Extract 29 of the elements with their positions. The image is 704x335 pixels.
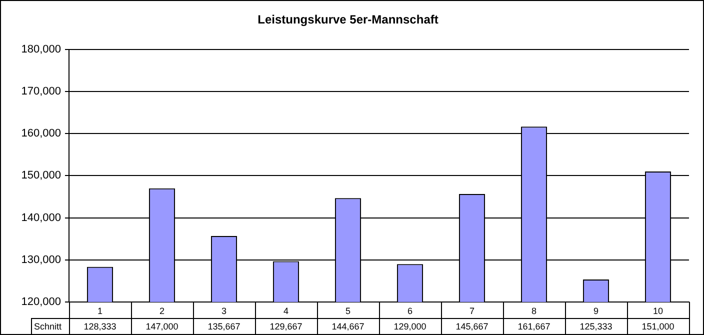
data-label: 129,667: [270, 321, 302, 332]
data-label: 135,667: [208, 321, 240, 332]
x-tick-label: 6: [407, 306, 413, 316]
y-tick-label: 140,000: [21, 212, 61, 224]
data-label: 128,333: [84, 321, 116, 332]
y-tick-label: 130,000: [21, 254, 61, 266]
data-label: 147,000: [146, 321, 178, 332]
data-label: 125,333: [580, 321, 612, 332]
data-label: 145,667: [456, 321, 488, 332]
x-tick-label: 2: [159, 306, 165, 316]
x-tick-label: 3: [221, 306, 227, 316]
x-tick-label: 8: [531, 306, 537, 316]
x-tick-label: 4: [283, 306, 289, 316]
y-tick-label: 180,000: [21, 43, 61, 56]
x-tick-label: 1: [97, 306, 103, 316]
y-tick-label: 160,000: [21, 128, 61, 140]
y-tick-label: 120,000: [21, 296, 61, 308]
data-label: 151,000: [642, 321, 674, 332]
chart-title: Leistungskurve 5er-Mannschaft: [258, 12, 438, 27]
x-tick-label: 10: [652, 306, 664, 316]
x-tick-label: 7: [469, 306, 475, 316]
y-tick-label: 150,000: [21, 170, 61, 182]
data-label: 161,667: [518, 321, 550, 332]
x-tick-label: 5: [345, 306, 351, 316]
data-label: 129,000: [394, 321, 426, 332]
y-tick-label: 170,000: [21, 86, 61, 98]
x-tick-label: 9: [593, 306, 599, 316]
text: Schnitt: [34, 321, 62, 332]
data-label: 144,667: [332, 321, 364, 332]
